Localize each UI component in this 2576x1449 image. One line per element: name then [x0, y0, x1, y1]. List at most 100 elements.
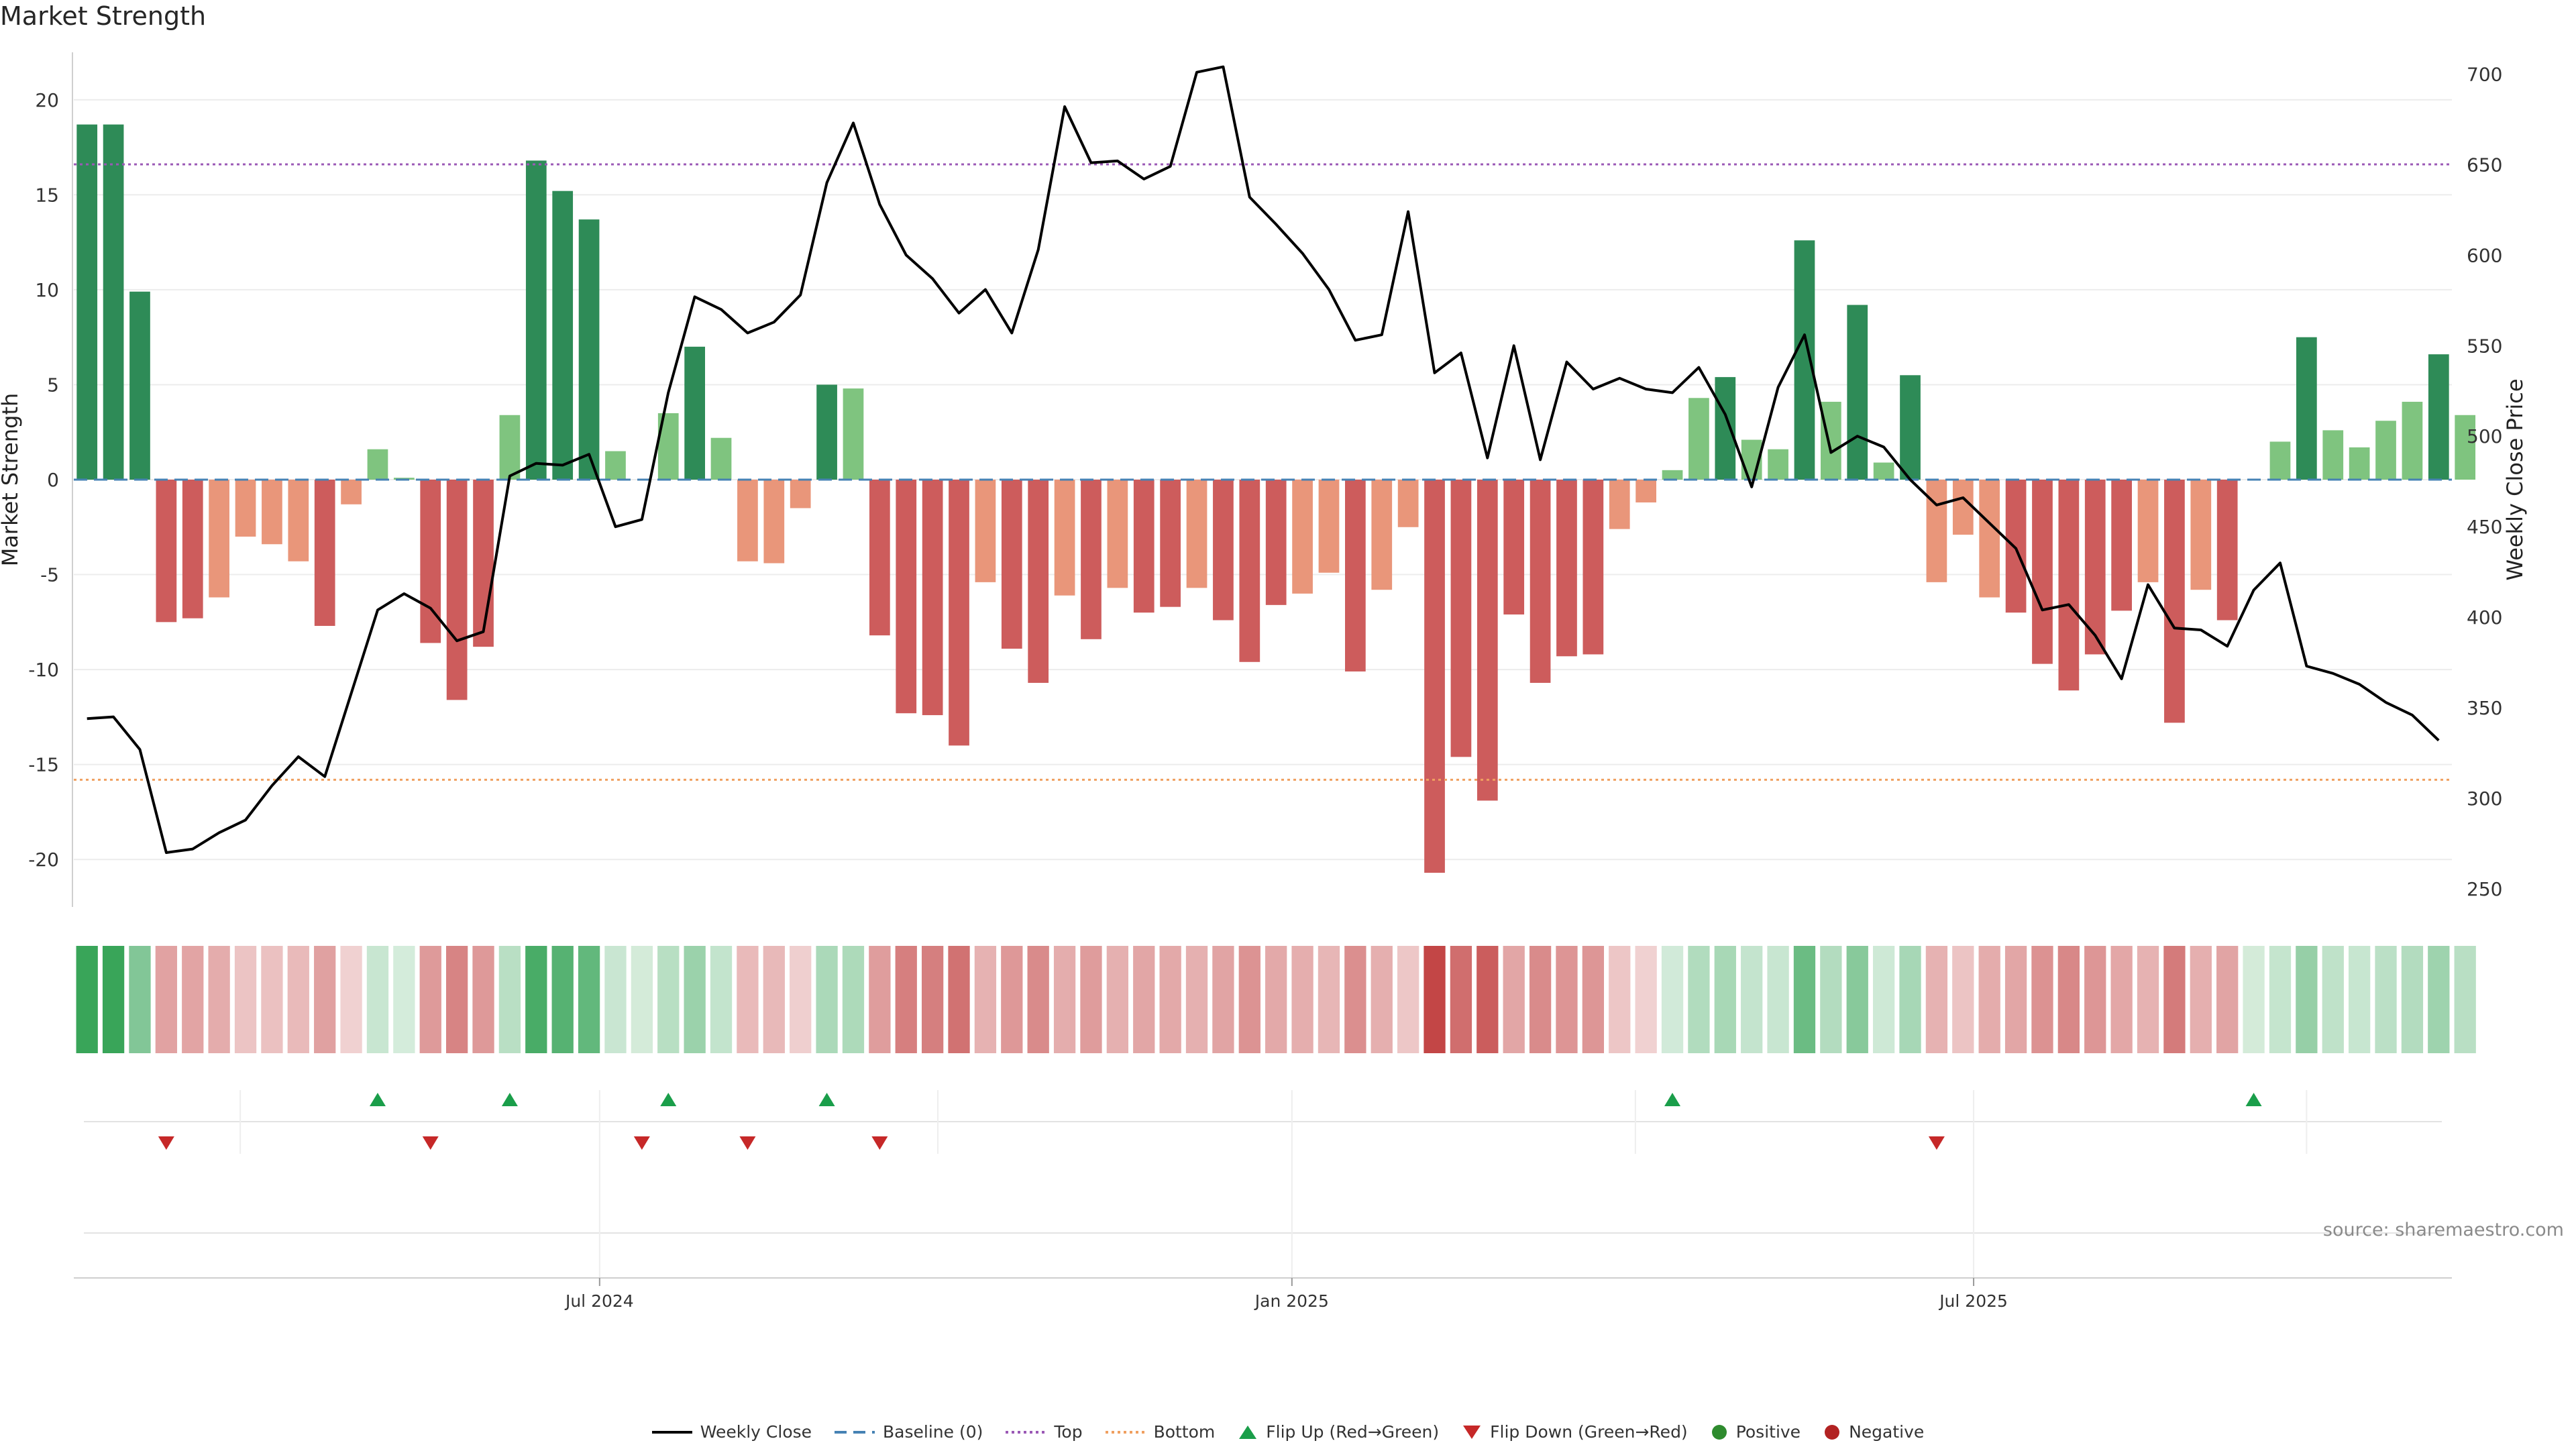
left-tick-label: -20 [28, 849, 59, 871]
strength-bar [975, 480, 996, 582]
heat-cell [1820, 946, 1842, 1053]
heat-cell [129, 946, 151, 1053]
heat-cell [1450, 946, 1472, 1053]
heat-cell [525, 946, 547, 1053]
flip-markers [84, 1090, 2442, 1278]
strength-bar [2137, 480, 2159, 582]
heat-cell [974, 946, 997, 1053]
strength-bar [763, 480, 785, 564]
legend-weekly-close: Weekly Close [651, 1422, 812, 1442]
heat-cell [2057, 946, 2080, 1053]
flip-up-marker [501, 1093, 518, 1106]
strength-bar [1952, 480, 1974, 535]
heat-cell [261, 946, 283, 1053]
strength-bar [2058, 480, 2080, 691]
heat-cell [1529, 946, 1552, 1053]
heat-cell [287, 946, 309, 1053]
strength-bar [1503, 480, 1525, 615]
strength-bar [843, 388, 864, 480]
strength-bar [2269, 441, 2291, 480]
strength-bar [367, 449, 388, 480]
strength-bar [1529, 480, 1551, 683]
heat-cell [631, 946, 653, 1053]
heat-cell [1001, 946, 1023, 1053]
heat-cell [472, 946, 494, 1053]
heat-cell [1212, 946, 1234, 1053]
heat-cell [2216, 946, 2239, 1053]
right-tick-label: 250 [2467, 878, 2502, 900]
heat-cell [1027, 946, 1049, 1053]
right-tick-label: 300 [2467, 788, 2502, 810]
heat-cell [1714, 946, 1736, 1053]
price-line [87, 65, 2440, 854]
heat-cell [737, 946, 759, 1053]
left-tick-label: 20 [35, 89, 59, 111]
left-tick-label: 15 [35, 184, 59, 206]
strength-bar [1979, 480, 2000, 598]
heat-cell [1080, 946, 1102, 1053]
strength-bar [2428, 354, 2449, 480]
strength-bar [446, 480, 468, 700]
strength-bar [1265, 480, 1287, 605]
strength-bar [2349, 447, 2370, 480]
heat-cell [1556, 946, 1578, 1053]
heat-cell [1767, 946, 1789, 1053]
legend-label: Bottom [1153, 1422, 1216, 1442]
strength-bar [1001, 480, 1022, 649]
legend-bottom: Bottom [1105, 1422, 1216, 1442]
strength-bar [156, 480, 177, 623]
legend-baseline: Baseline (0) [835, 1422, 983, 1442]
left-tick-label: 5 [47, 374, 59, 396]
legend-top: Top [1006, 1422, 1083, 1442]
heat-cell [2375, 946, 2397, 1053]
left-tick-label: -15 [28, 754, 59, 776]
heat-cell [1793, 946, 1816, 1053]
strength-bar [1477, 480, 1498, 801]
strength-bar [2032, 480, 2053, 664]
heat-cell [790, 946, 812, 1053]
strength-heat-strip [76, 946, 2476, 1053]
x-axis: Jul 2024 Jan 2025 Jul 2025 [74, 1277, 2452, 1311]
heat-cell [2348, 946, 2371, 1053]
strength-bar [76, 124, 98, 480]
legend-label: Baseline (0) [883, 1422, 983, 1442]
strength-bar [2296, 337, 2317, 480]
strength-bar [1820, 401, 1841, 480]
right-tick-label: 650 [2467, 154, 2502, 176]
heat-cell [1291, 946, 1313, 1053]
strength-bars [76, 124, 2476, 873]
heat-cell [1899, 946, 1921, 1053]
heat-cell [1106, 946, 1129, 1053]
strength-bar [1450, 480, 1472, 757]
strength-bar [1715, 377, 1736, 480]
heat-cell [1265, 946, 1287, 1053]
flip-up-marker [2245, 1093, 2262, 1106]
heat-cell [1344, 946, 1366, 1053]
heat-cell [657, 946, 680, 1053]
strength-bar [1794, 240, 1815, 480]
heat-cell [1318, 946, 1340, 1053]
heat-cell [2137, 946, 2159, 1053]
flip-down-marker [422, 1136, 439, 1150]
flip-down-marker [158, 1136, 174, 1150]
right-tick-label: 500 [2467, 425, 2502, 447]
heat-cell [1185, 946, 1208, 1053]
strength-bar [1900, 375, 1921, 480]
flip-down-marker [871, 1136, 888, 1150]
right-tick-label: 350 [2467, 697, 2502, 719]
heat-cell [234, 946, 257, 1053]
strength-bar [1292, 480, 1313, 594]
strength-bar [1688, 398, 1709, 480]
heat-cell [1424, 946, 1446, 1053]
chart-title: Market Strength [0, 1, 207, 31]
strength-bar [552, 191, 574, 480]
strength-bar [1609, 480, 1630, 529]
strength-bar [684, 346, 706, 480]
strength-bar [2111, 480, 2133, 611]
flip-down-marker [1928, 1136, 1945, 1150]
strength-bar [1107, 480, 1128, 588]
strength-bar [1318, 480, 1340, 573]
legend-label: Positive [1735, 1422, 1801, 1442]
left-tick-label: -10 [28, 659, 59, 681]
